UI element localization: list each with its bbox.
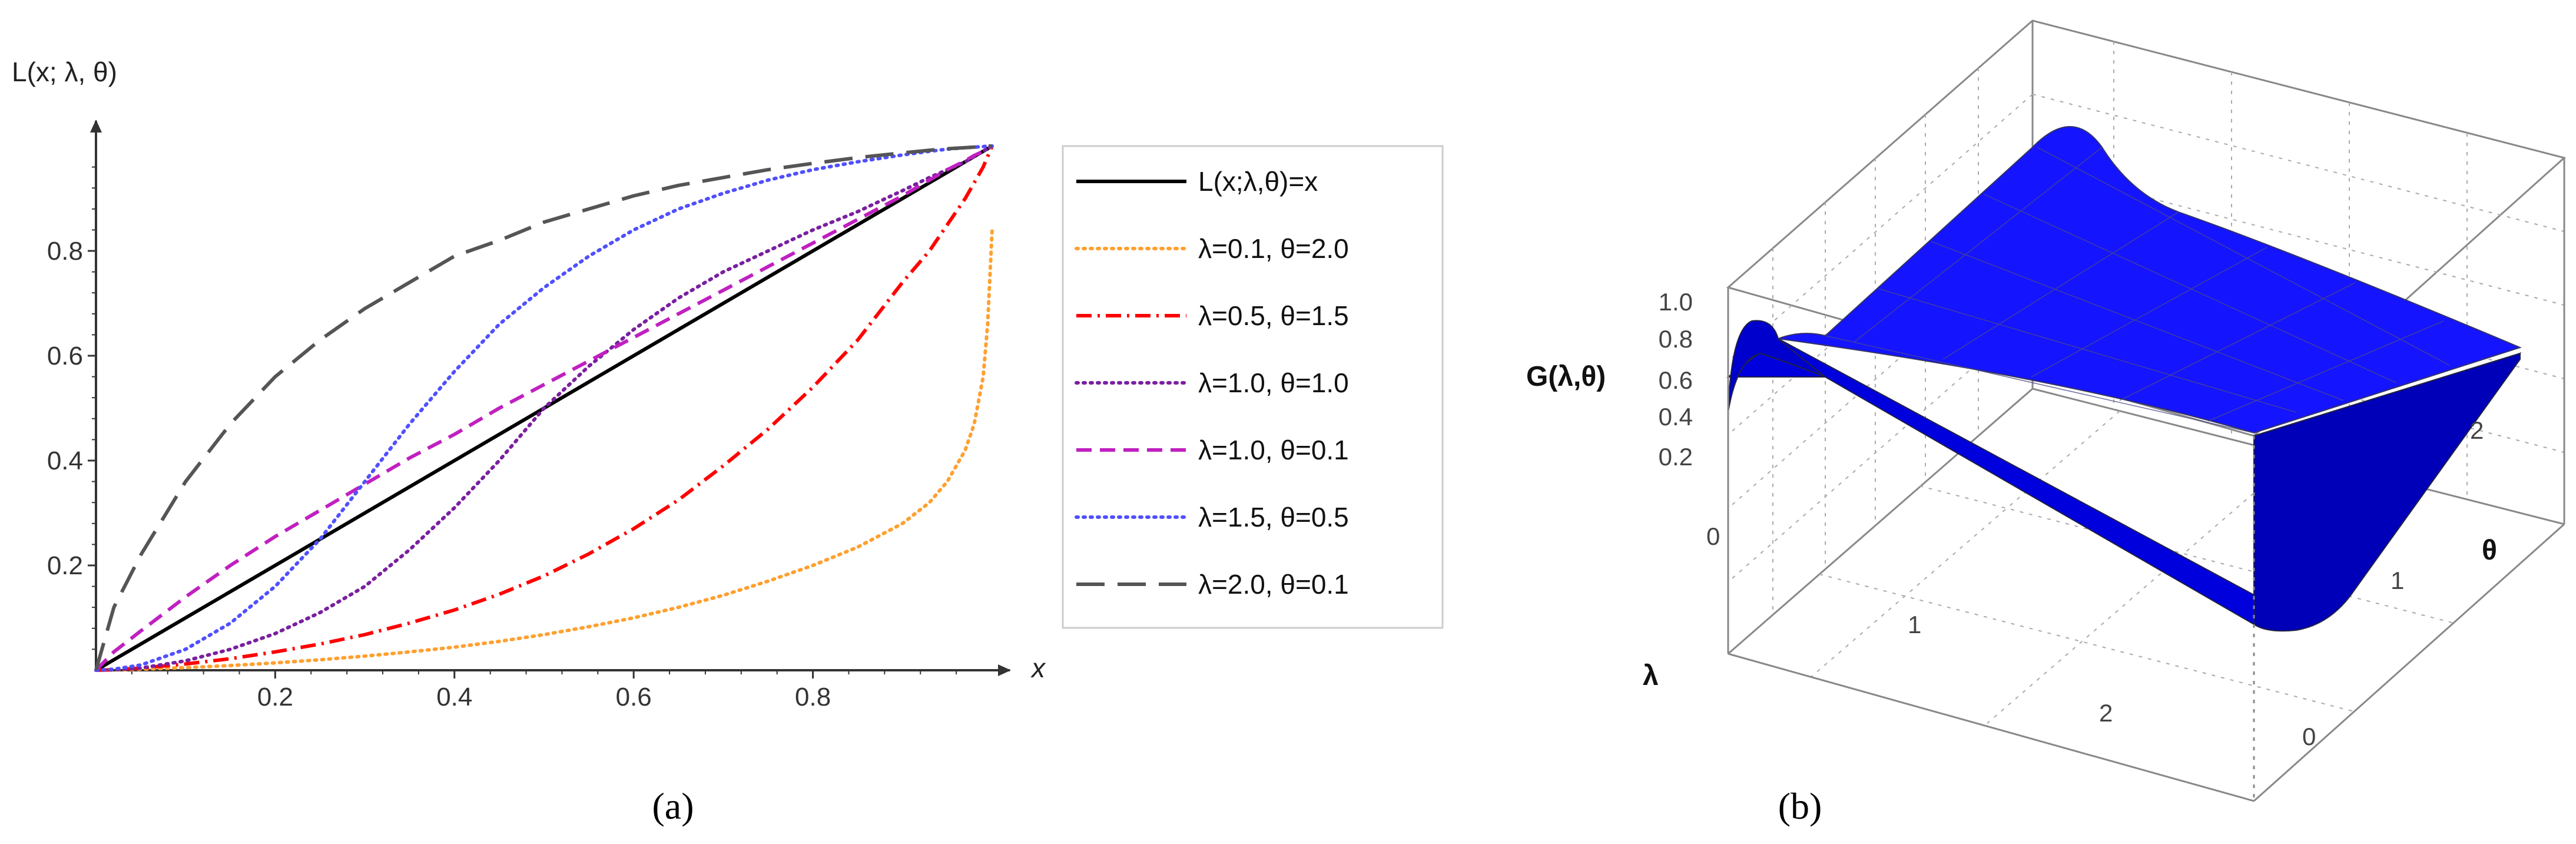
- x-tick-label: 0.4: [436, 683, 472, 711]
- z-tick-label: 0.8: [1659, 325, 1693, 353]
- chart-panel-b: 1.0 0.8 0.6 0.4 0.2 0 1 2 0 1 2 G(λ,θ) λ θ (b): [1526, 19, 2567, 827]
- series-lines: [94, 144, 994, 672]
- legend-label-6: λ=2.0, θ=0.1: [1198, 569, 1349, 600]
- x-tick-label: 0.8: [795, 683, 831, 711]
- z-tick-label: 0.6: [1659, 366, 1693, 394]
- legend-box: [1062, 145, 1444, 629]
- lambda-tick-label: 0: [1706, 522, 1720, 550]
- y-axis-title: L(x; λ, θ): [12, 57, 117, 87]
- lambda-tick-label: 1: [1908, 611, 1921, 638]
- theta-axis-title: θ: [2482, 535, 2497, 566]
- x-axis-title: x: [1030, 653, 1046, 683]
- z-ticks: 1.0 0.8 0.6 0.4 0.2: [1659, 288, 1693, 471]
- legend: L(x;λ,θ)=x λ=0.1, θ=2.0 λ=0.5, θ=1.5 λ=1.0,…: [1062, 145, 1444, 629]
- z-tick-label: 1.0: [1659, 288, 1693, 316]
- y-tick-label: 0.6: [47, 342, 83, 370]
- series-line-2: [95, 145, 994, 672]
- bounding-box-front: [1727, 158, 2565, 802]
- surface: [1726, 126, 2522, 632]
- series-line-5: [94, 144, 994, 672]
- legend-label-2: λ=0.5, θ=1.5: [1198, 300, 1349, 331]
- theta-tick-label: 1: [2391, 567, 2404, 594]
- lambda-ticks: 0 1 2: [1706, 522, 2113, 727]
- series-line-1: [94, 228, 994, 672]
- surface-right-dip: [2253, 352, 2521, 632]
- legend-label-5: λ=1.5, θ=0.5: [1198, 502, 1349, 532]
- legend-label-4: λ=1.0, θ=0.1: [1198, 435, 1349, 465]
- legend-label-3: λ=1.0, θ=1.0: [1198, 368, 1349, 398]
- theta-ticks: 0 1 2: [2302, 416, 2484, 750]
- lambda-tick-label: 2: [2099, 699, 2113, 727]
- caption-a: (a): [652, 785, 694, 827]
- z-tick-label: 0.2: [1659, 443, 1693, 471]
- theta-tick-label: 0: [2302, 723, 2316, 750]
- y-tick-label: 0.8: [47, 237, 83, 266]
- x-tick-label: 0.2: [257, 683, 293, 711]
- chart-panel-a: L(x; λ, θ) x 0.2 0.4 0.6 0.8 0.2 0.4 0.6 0.8 L…: [12, 57, 1444, 827]
- lambda-axis-title: λ: [1643, 660, 1659, 691]
- theta-tick-label: 2: [2470, 416, 2484, 444]
- legend-label-1: λ=0.1, θ=2.0: [1198, 233, 1349, 264]
- z-axis-title: G(λ,θ): [1526, 361, 1606, 392]
- series-line-6: [94, 144, 992, 671]
- surface-top: [1778, 126, 2522, 434]
- caption-b: (b): [1778, 785, 1822, 827]
- z-tick-label: 0.4: [1659, 403, 1693, 431]
- legend-label-0: L(x;λ,θ)=x: [1198, 166, 1318, 197]
- y-tick-label: 0.4: [47, 446, 83, 475]
- x-tick-label: 0.6: [616, 683, 652, 711]
- surface-ridge-left: [1728, 320, 1826, 413]
- series-line-4: [94, 144, 993, 672]
- y-tick-label: 0.2: [47, 551, 83, 580]
- surface-mesh: [1825, 147, 2450, 433]
- x-ticks: 0.2 0.4 0.6 0.8: [131, 670, 957, 711]
- y-ticks: 0.2 0.4 0.6 0.8: [47, 166, 96, 650]
